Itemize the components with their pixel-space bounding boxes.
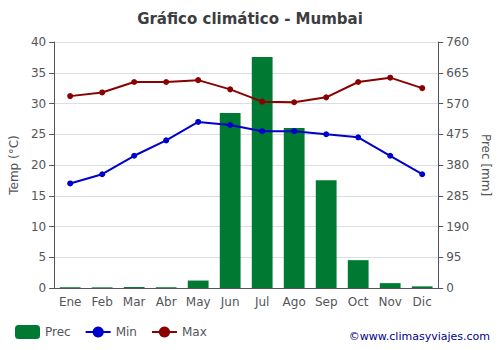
svg-text:0: 0 [446,281,454,295]
svg-text:Feb: Feb [92,295,113,309]
svg-text:Jul: Jul [254,295,269,309]
svg-text:May: May [186,295,211,309]
svg-text:Dic: Dic [413,295,432,309]
svg-text:15: 15 [31,189,46,203]
svg-text:Mar: Mar [123,295,146,309]
svg-text:Ene: Ene [59,295,82,309]
svg-text:Max: Max [182,325,207,339]
svg-text:10: 10 [31,220,46,234]
svg-text:0: 0 [39,281,47,295]
svg-text:©www.climasyviajes.com: ©www.climasyviajes.com [349,330,490,343]
svg-text:Prec [mm]: Prec [mm] [479,134,493,196]
svg-text:760: 760 [446,35,469,49]
svg-text:30: 30 [31,97,46,111]
svg-text:285: 285 [446,189,469,203]
svg-text:Gráfico climático - Mumbai: Gráfico climático - Mumbai [137,10,363,28]
svg-text:475: 475 [446,127,469,141]
svg-text:570: 570 [446,97,469,111]
svg-text:Jun: Jun [220,295,240,309]
svg-text:Prec: Prec [45,325,71,339]
svg-text:25: 25 [31,127,46,141]
svg-text:665: 665 [446,66,469,80]
svg-text:Ago: Ago [283,295,306,309]
svg-text:95: 95 [446,250,461,264]
svg-text:35: 35 [31,66,46,80]
svg-text:40: 40 [31,35,46,49]
svg-text:Temp (°C): Temp (°C) [7,135,21,196]
svg-text:Min: Min [116,325,137,339]
svg-text:5: 5 [39,250,47,264]
svg-text:Abr: Abr [156,295,177,309]
svg-text:190: 190 [446,220,469,234]
svg-text:Sep: Sep [315,295,338,309]
svg-text:Nov: Nov [378,295,401,309]
svg-text:20: 20 [31,158,46,172]
svg-text:380: 380 [446,158,469,172]
svg-text:Oct: Oct [348,295,369,309]
